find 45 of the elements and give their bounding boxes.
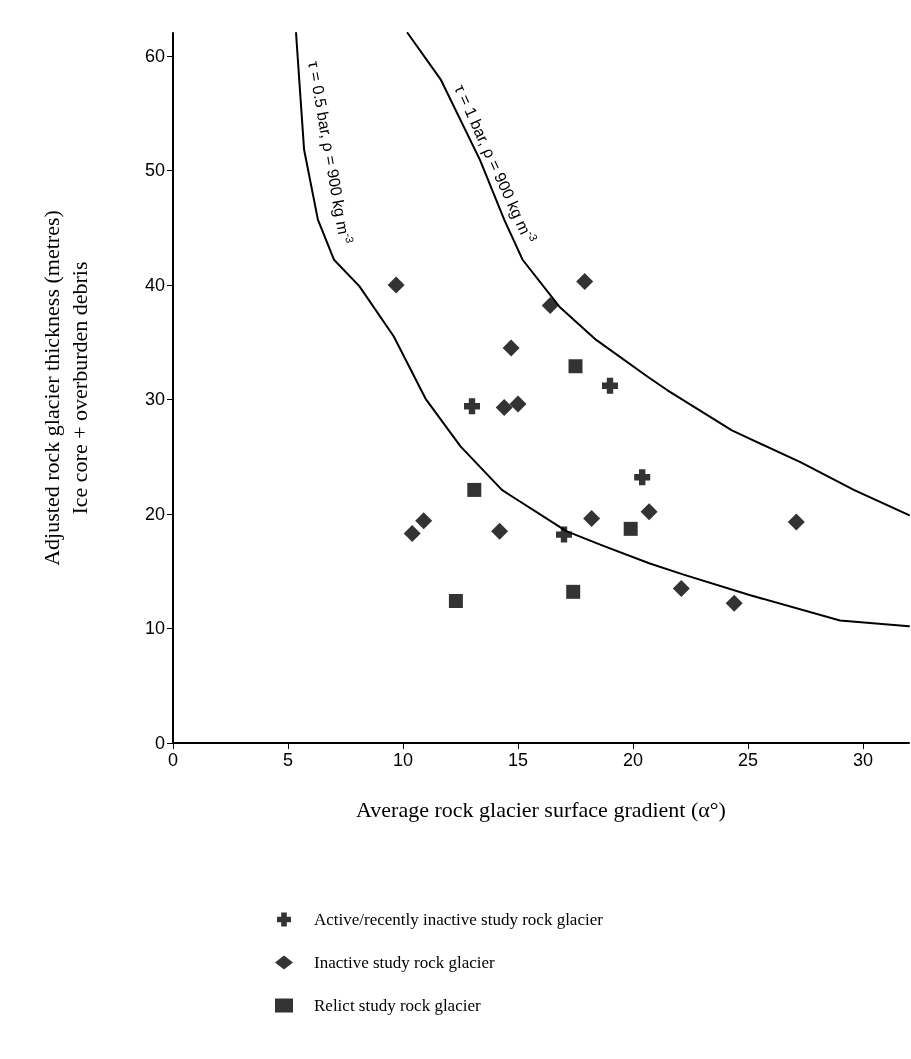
point [576,273,594,290]
point [583,510,601,528]
point [602,377,618,394]
point [403,524,421,542]
point [509,395,527,413]
line-series [406,32,910,517]
point [491,522,509,540]
x-tick-label: 20 [622,750,644,770]
point [787,513,805,531]
point [495,398,513,416]
y-tick-label: 60 [144,45,165,66]
y-tick-label: 0 [154,733,165,753]
y-axis-title: Adjusted rock glacier thickness (metres) Ice core + overburden debris [38,210,92,566]
point [467,482,482,497]
legend-label: Relict study rock glacier [314,996,481,1015]
point [623,521,638,536]
x-tick-label: 15 [507,750,529,770]
point [566,584,581,599]
y-tick-label: 30 [144,389,165,410]
legend-label: Inactive study rock glacier [314,953,496,972]
y-tick-label: 20 [144,503,165,524]
point [672,579,690,597]
point [387,276,405,294]
point [640,503,658,521]
point [502,339,520,357]
y-tick-label: 40 [144,274,165,295]
x-tick-label: 0 [167,750,179,770]
legend-label: Active/recently inactive study rock glacier [314,910,604,929]
x-tick-label: 10 [392,750,414,770]
point [725,594,743,612]
x-axis-title: Average rock glacier surface gradient (α°) [356,796,726,822]
point [464,398,480,415]
text: τ = 0.5 bar, ρ = 900 kg m-3 [304,59,357,244]
x-tick-label: 5 [282,750,294,770]
point [568,359,583,374]
line-series [295,32,910,628]
point [634,469,651,486]
text: τ = 1 bar, ρ = 900 kg m-3 [451,82,541,243]
y-tick-label: 50 [144,160,165,181]
point [541,297,559,315]
y-tick-label: 10 [144,618,165,639]
x-tick-label: 25 [737,750,759,770]
point [415,512,433,530]
x-tick-label: 30 [852,750,874,770]
point [448,594,463,608]
